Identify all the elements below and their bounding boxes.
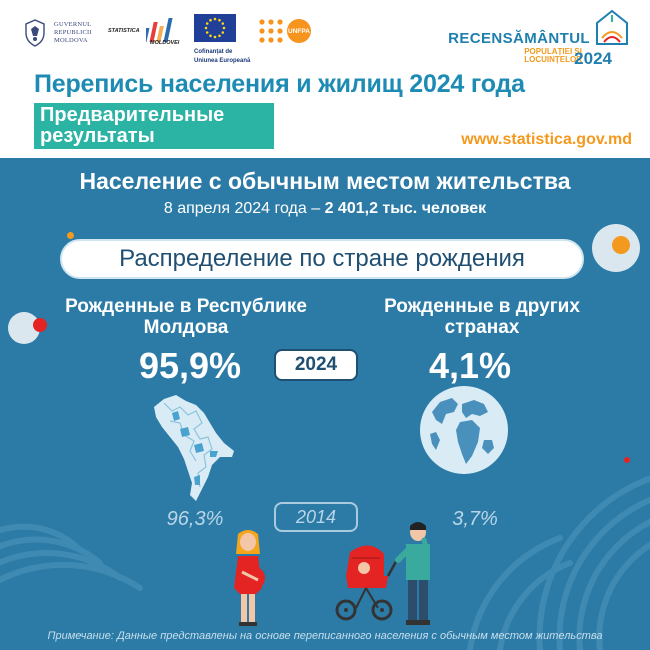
- census-logo-title: RECENSĂMÂNTUL: [448, 30, 590, 47]
- unfpa-dots-icon: [259, 19, 283, 43]
- year-badge-2014: 2014: [274, 502, 358, 532]
- eu-caption-1: Cofinanțat de: [194, 49, 233, 55]
- header-band: GUVERNUL REPUBLICII MOLDOVA STATISTICA M…: [0, 0, 650, 158]
- government-logo: GUVERNUL REPUBLICII MOLDOVA: [22, 18, 92, 48]
- decorative-dot: [33, 318, 47, 332]
- census-house-icon: [596, 9, 628, 45]
- value-abroad-2014: 3,7%: [452, 508, 498, 530]
- census-logo: RECENSĂMÂNTUL POPULAȚIEI ȘI LOCUINȚELOR …: [440, 8, 630, 68]
- section-title-pill: Распределение по стране рождения: [60, 239, 584, 279]
- statistica-logo: STATISTICA MOLDOVEI: [108, 16, 186, 50]
- population-value: 2 401,2 тыс. человек: [324, 200, 487, 217]
- unfpa-badge: UNFPA: [287, 19, 311, 43]
- census-logo-sub: POPULAȚIEI ȘI LOCUINȚELOR: [524, 48, 582, 64]
- value-moldova-2024: 95,9%: [138, 345, 242, 386]
- moldova-map-icon: [154, 395, 234, 501]
- eu-logo: Cofinanțat de Uniunea Europeană: [194, 14, 264, 65]
- crest-icon: [25, 19, 45, 47]
- page-title: Перепись населения и жилищ 2024 года: [34, 70, 525, 98]
- year-badge-2014-label: 2014: [295, 506, 337, 527]
- category-label-abroad: Рожденные в других странах: [384, 296, 580, 338]
- eu-caption-2: Uniunea Europeană: [194, 58, 251, 64]
- census-logo-year: 2024: [574, 49, 612, 68]
- census-logo-sub-2: LOCUINȚELOR: [524, 55, 582, 64]
- census-logo-sub-1: POPULAȚIEI ȘI: [524, 47, 582, 56]
- gov-line-1: GUVERNUL: [54, 21, 92, 28]
- decorative-circle: [592, 224, 640, 272]
- value-moldova-2014: 96,3%: [166, 508, 224, 530]
- eu-flag-icon: [194, 14, 236, 42]
- statistica-name-2: MOLDOVEI: [150, 40, 180, 46]
- category-label-moldova: Рожденные в Республике Молдова: [65, 296, 307, 338]
- statistica-bars-icon: [146, 18, 173, 42]
- year-badge-2024-label: 2024: [294, 354, 338, 375]
- preliminary-label: Предварительные результаты: [40, 104, 225, 147]
- website-link[interactable]: www.statistica.gov.md: [461, 131, 632, 148]
- gov-line-3: MOLDOVA: [54, 37, 88, 44]
- statistica-name-1: STATISTICA: [108, 28, 140, 34]
- stats-panel: [0, 158, 650, 650]
- footnote: Примечание: Данные представлены на основ…: [47, 630, 603, 642]
- man-with-stroller-illustration: [335, 522, 430, 625]
- preliminary-badge: Предварительные результаты: [34, 103, 274, 149]
- population-date: 8 апреля 2024 года –: [163, 200, 321, 217]
- population-title: Население с обычным местом жительства: [79, 168, 571, 194]
- pregnant-woman-illustration: [234, 530, 265, 626]
- year-badge-2024: 2024: [274, 349, 358, 381]
- population-subtitle: 8 апреля 2024 года – 2 401,2 тыс. челове…: [0, 200, 650, 218]
- gov-line-2: REPUBLICII: [54, 29, 92, 36]
- decorative-dot: [624, 457, 630, 463]
- unfpa-logo: UNFPA: [258, 18, 311, 44]
- decorative-dot: [67, 232, 74, 239]
- value-abroad-2024: 4,1%: [428, 345, 512, 386]
- globe-icon: [420, 386, 508, 474]
- section-title: Распределение по стране рождения: [119, 245, 525, 272]
- decorative-rings: [0, 475, 650, 650]
